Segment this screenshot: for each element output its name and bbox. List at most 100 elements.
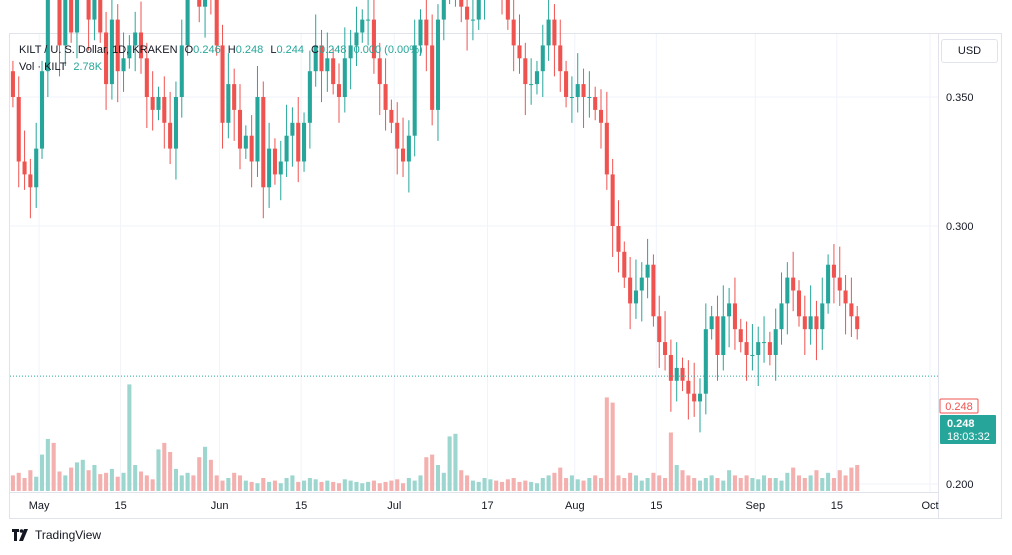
candle-body[interactable]	[430, 45, 435, 110]
candle-body[interactable]	[371, 19, 376, 59]
candle-body[interactable]	[401, 148, 406, 162]
candle-body[interactable]	[831, 264, 836, 278]
candle-body[interactable]	[738, 329, 743, 343]
candle-body[interactable]	[360, 19, 365, 33]
candle-body[interactable]	[133, 32, 138, 46]
candle-body[interactable]	[325, 58, 330, 72]
candle-body[interactable]	[197, 0, 202, 7]
candle-body[interactable]	[511, 19, 516, 46]
candle-body[interactable]	[756, 342, 761, 355]
candle-body[interactable]	[703, 329, 708, 394]
candle-body[interactable]	[663, 342, 668, 355]
candle-body[interactable]	[587, 97, 592, 98]
candle-body[interactable]	[459, 0, 464, 7]
candle-body[interactable]	[92, 0, 97, 20]
candle-body[interactable]	[505, 0, 510, 20]
candle-body[interactable]	[232, 84, 237, 110]
candle-body[interactable]	[424, 19, 429, 46]
candle-body[interactable]	[348, 45, 353, 59]
candle-body[interactable]	[22, 161, 27, 175]
candle-body[interactable]	[173, 97, 178, 149]
candle-body[interactable]	[336, 84, 342, 97]
candle-body[interactable]	[773, 329, 778, 355]
candle-body[interactable]	[16, 97, 21, 162]
candle-body[interactable]	[628, 277, 633, 304]
candle-body[interactable]	[354, 32, 359, 46]
candle-body[interactable]	[802, 316, 807, 330]
candle-body[interactable]	[435, 19, 441, 110]
candle-body[interactable]	[546, 19, 551, 46]
candle-body[interactable]	[290, 122, 295, 136]
candle-body[interactable]	[261, 97, 266, 188]
candle-body[interactable]	[610, 174, 615, 226]
candle-body[interactable]	[558, 45, 563, 72]
candle-body[interactable]	[762, 342, 767, 344]
candle-body[interactable]	[767, 342, 772, 355]
candle-body[interactable]	[406, 135, 411, 162]
candle-body[interactable]	[837, 277, 842, 291]
candle-body[interactable]	[313, 45, 318, 72]
candle-body[interactable]	[278, 161, 283, 175]
candle-body[interactable]	[150, 97, 155, 110]
candle-body[interactable]	[523, 58, 528, 85]
candle-body[interactable]	[203, 0, 208, 7]
candle-body[interactable]	[750, 355, 755, 356]
candle-body[interactable]	[39, 71, 45, 149]
candle-body[interactable]	[57, 0, 62, 46]
candle-body[interactable]	[639, 277, 644, 291]
candle-body[interactable]	[692, 393, 697, 402]
candle-body[interactable]	[144, 58, 149, 97]
candle-body[interactable]	[465, 6, 470, 20]
candle-body[interactable]	[843, 290, 848, 304]
candle-body[interactable]	[598, 109, 604, 123]
candle-body[interactable]	[168, 122, 173, 149]
candle-body[interactable]	[575, 84, 580, 97]
candle-body[interactable]	[534, 71, 539, 85]
candle-body[interactable]	[127, 45, 132, 59]
candle-body[interactable]	[98, 0, 103, 33]
candle-body[interactable]	[121, 58, 126, 72]
candle-body[interactable]	[476, 0, 481, 20]
legend-symbol[interactable]: KILT / U. S. Dollar, 1D, KRAKEN	[19, 44, 178, 56]
candle-body[interactable]	[214, 0, 219, 46]
candle-body[interactable]	[284, 135, 289, 162]
candle-body[interactable]	[680, 367, 685, 381]
candle-body[interactable]	[267, 148, 272, 188]
candle-body[interactable]	[162, 97, 167, 123]
candle-body[interactable]	[808, 316, 813, 330]
candle-body[interactable]	[104, 32, 109, 85]
candle-body[interactable]	[645, 264, 650, 278]
candle-body[interactable]	[10, 71, 15, 97]
candle-body[interactable]	[796, 290, 802, 317]
candle-body[interactable]	[156, 97, 161, 110]
legend-volume-label[interactable]: Vol · KILT	[19, 61, 67, 73]
candle-body[interactable]	[855, 316, 860, 330]
candle-body[interactable]	[109, 19, 114, 85]
candle-body[interactable]	[69, 0, 74, 33]
candle-body[interactable]	[732, 303, 737, 330]
candle-body[interactable]	[470, 19, 475, 21]
candle-body[interactable]	[785, 277, 790, 304]
candle-body[interactable]	[569, 97, 574, 98]
currency-button[interactable]: USD	[941, 39, 998, 63]
candle-body[interactable]	[272, 148, 277, 175]
branding[interactable]: TradingView	[12, 528, 101, 542]
candle-body[interactable]	[28, 174, 33, 188]
candle-body[interactable]	[651, 264, 656, 317]
candle-body[interactable]	[826, 264, 831, 304]
candle-body[interactable]	[709, 316, 714, 330]
candle-body[interactable]	[622, 251, 627, 278]
candle-body[interactable]	[721, 316, 726, 355]
candle-body[interactable]	[319, 45, 324, 72]
candle-body[interactable]	[791, 277, 796, 291]
candle-body[interactable]	[657, 316, 662, 343]
candle-body[interactable]	[674, 367, 679, 381]
candle-body[interactable]	[581, 84, 586, 97]
candle-body[interactable]	[307, 71, 312, 123]
candle-body[interactable]	[564, 71, 569, 97]
candle-body[interactable]	[45, 0, 50, 72]
candle-body[interactable]	[727, 303, 732, 317]
candle-body[interactable]	[302, 122, 307, 162]
candle-body[interactable]	[179, 45, 184, 97]
candle-body[interactable]	[34, 148, 39, 188]
